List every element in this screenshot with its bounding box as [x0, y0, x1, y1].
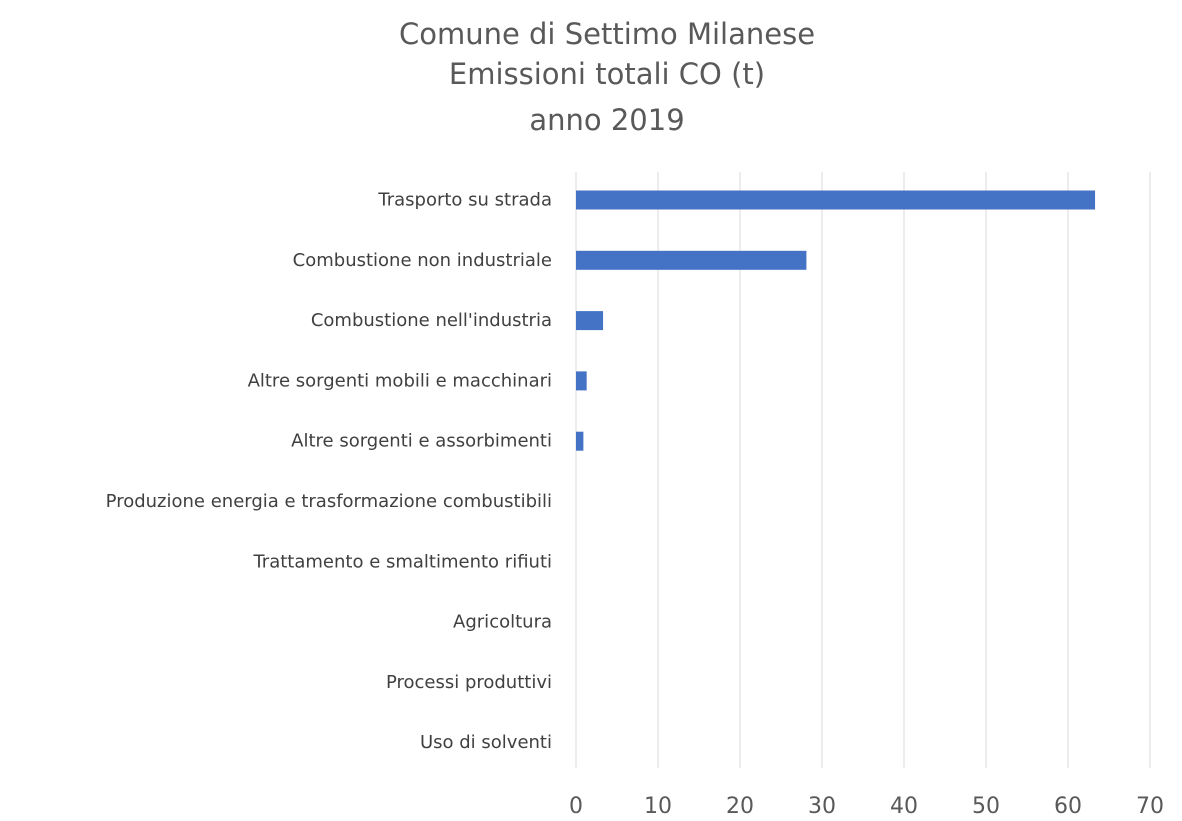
- chart-title-line-3: anno 2019: [529, 103, 684, 137]
- gridlines: [575, 172, 1151, 768]
- category-label-8: Agricoltura: [453, 612, 552, 633]
- bars: [576, 190, 1096, 451]
- category-label-4: Altre sorgenti mobili e macchinari: [248, 370, 552, 391]
- x-tick-label-0: 0: [569, 794, 583, 819]
- bar-2: [576, 250, 807, 270]
- x-tick-label-60: 60: [1054, 794, 1082, 819]
- x-tick-label-50: 50: [972, 794, 1000, 819]
- bar-3: [576, 311, 604, 331]
- x-tick-label-70: 70: [1136, 794, 1164, 819]
- chart-title: Comune di Settimo Milanese Emissioni tota…: [399, 17, 815, 137]
- chart-title-line-1: Comune di Settimo Milanese: [399, 17, 815, 51]
- category-label-5: Altre sorgenti e assorbimenti: [291, 431, 552, 452]
- x-axis-tick-labels: 0 10 20 30 40 50 60 70: [569, 794, 1164, 819]
- x-tick-label-20: 20: [726, 794, 754, 819]
- x-tick-label-30: 30: [808, 794, 836, 819]
- chart-title-line-2: Emissioni totali CO (t): [449, 57, 765, 91]
- category-label-3: Combustione nell'industria: [311, 310, 552, 331]
- category-label-1: Trasporto su strada: [377, 190, 552, 211]
- x-tick-label-10: 10: [644, 794, 672, 819]
- x-tick-label-40: 40: [890, 794, 918, 819]
- category-labels: Trasporto su strada Combustione non indus…: [106, 190, 552, 754]
- category-label-9: Processi produttivi: [386, 672, 552, 693]
- bar-5: [576, 431, 584, 451]
- category-label-2: Combustione non industriale: [293, 250, 552, 271]
- category-label-7: Trattamento e smaltimento rifiuti: [252, 551, 552, 572]
- bar-4: [576, 371, 587, 391]
- category-label-6: Produzione energia e trasformazione comb…: [106, 491, 552, 512]
- category-label-10: Uso di solventi: [420, 732, 552, 753]
- bar-1: [576, 190, 1096, 210]
